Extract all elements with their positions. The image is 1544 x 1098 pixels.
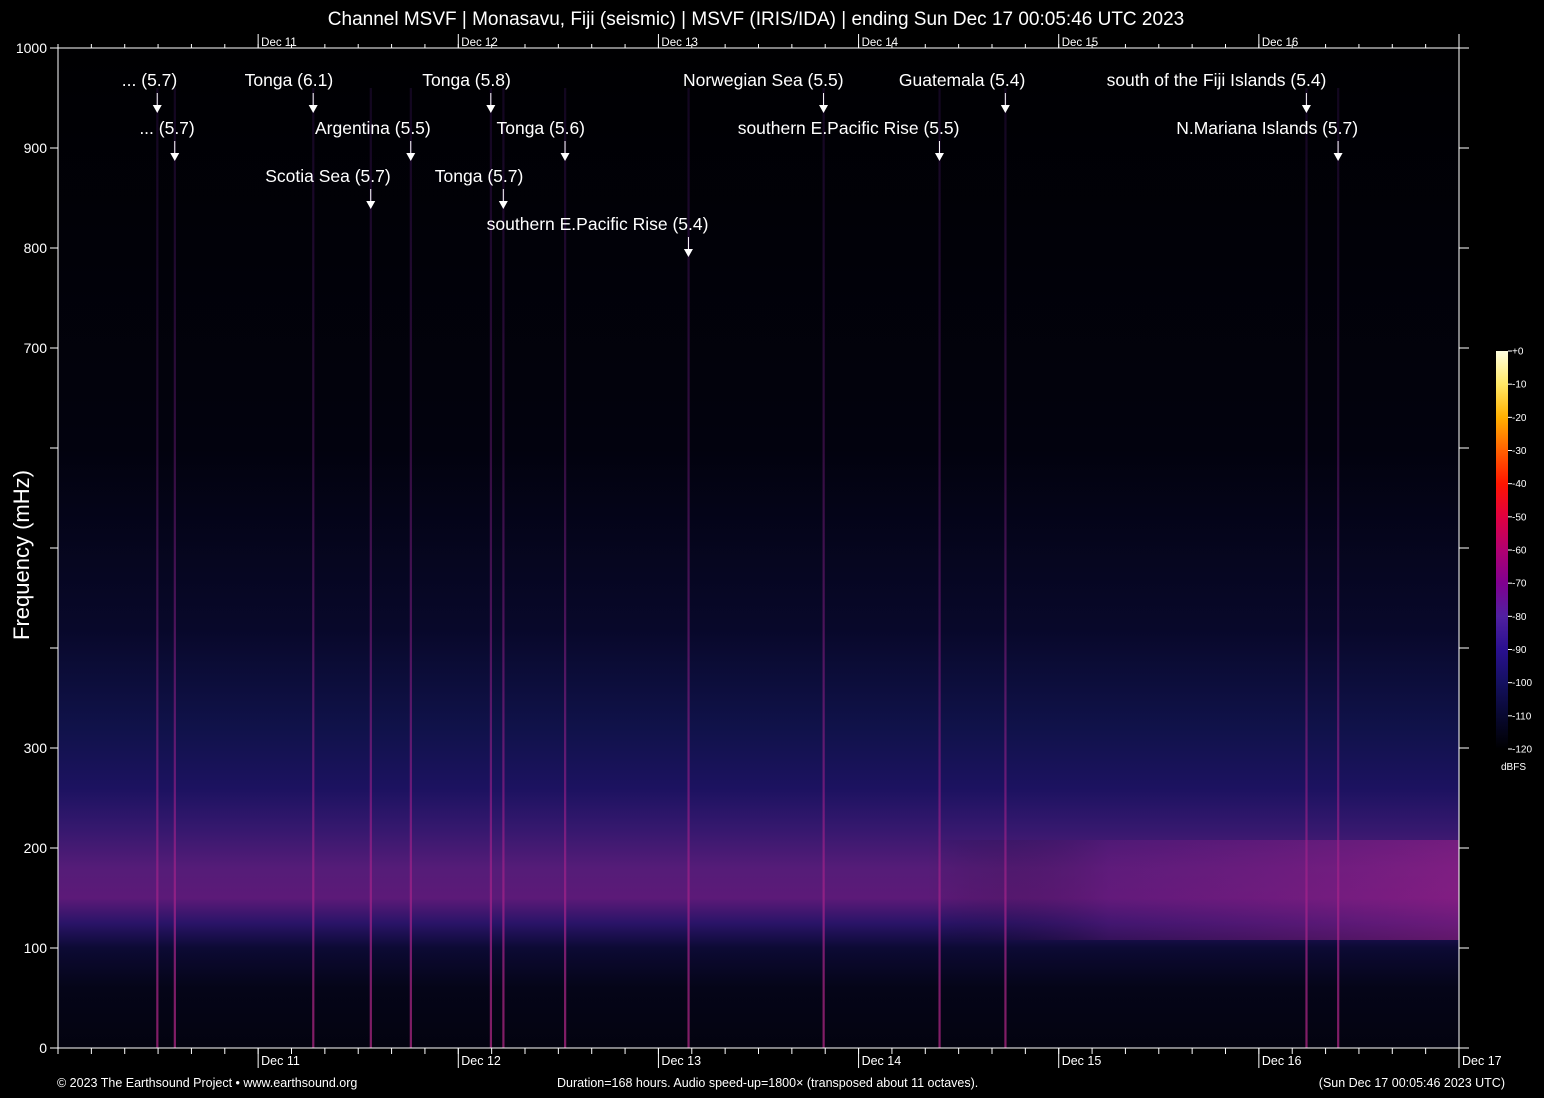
event-arrow-head [934, 153, 944, 161]
event-streak [173, 88, 176, 1048]
colorbar-tick-label: -10 [1512, 380, 1527, 391]
event-arrow-head [486, 105, 496, 113]
event-arrow-head [308, 105, 318, 113]
event-streak [1305, 88, 1308, 1048]
event-arrow-head [1000, 105, 1010, 113]
colorbar-tick-label: -40 [1512, 479, 1527, 490]
event-streak [369, 88, 372, 1048]
x-tick-label: Dec 11 [261, 1054, 300, 1068]
event-label: Argentina (5.5) [315, 118, 431, 138]
event-arrow-head [406, 153, 416, 161]
event-streak [489, 88, 493, 1048]
colorbar-tick-label: -30 [1512, 446, 1527, 457]
colorbar-tick-label: -120 [1512, 745, 1532, 756]
x-tick-label-top: Dec 16 [1262, 37, 1298, 49]
event-label: Tonga (5.6) [496, 118, 585, 138]
event-streak [822, 88, 825, 1048]
event-label: Tonga (6.1) [245, 70, 334, 90]
event-label: N.Mariana Islands (5.7) [1176, 118, 1358, 138]
event-label: ... (5.7) [139, 118, 194, 138]
duration-text: Duration=168 hours. Audio speed-up=1800×… [557, 1076, 979, 1090]
event-streak [938, 88, 941, 1048]
event-streak [312, 88, 315, 1048]
event-label: Norwegian Sea (5.5) [683, 70, 844, 90]
event-label: ... (5.7) [122, 70, 177, 90]
x-tick-label-top: Dec 13 [661, 37, 697, 49]
colorbar-tick-label: -50 [1512, 512, 1527, 523]
y-tick-label: 200 [24, 840, 48, 856]
x-tick-label: Dec 16 [1262, 1054, 1302, 1068]
y-tick-label: 900 [24, 140, 48, 156]
event-label: Guatemala (5.4) [899, 70, 1025, 90]
y-tick-label: 100 [24, 940, 48, 956]
x-tick-label: Dec 15 [1062, 1054, 1102, 1068]
event-arrow-head [683, 249, 693, 257]
x-tick-label: Dec 14 [862, 1054, 902, 1068]
x-tick-label: Dec 12 [461, 1054, 501, 1068]
event-arrow-head [152, 105, 162, 113]
event-streak [502, 88, 505, 1048]
event-label: Scotia Sea (5.7) [265, 166, 390, 186]
event-arrow-head [819, 105, 829, 113]
colorbar-tick-label: -90 [1512, 645, 1527, 656]
event-label: south of the Fiji Islands (5.4) [1107, 70, 1327, 90]
event-streak [156, 88, 159, 1048]
event-streak [564, 88, 567, 1048]
spectrogram-area [58, 48, 1459, 1048]
event-arrow-head [1301, 105, 1311, 113]
event-label: Tonga (5.7) [435, 166, 524, 186]
event-arrow-head [1333, 153, 1343, 161]
timestamp-text: (Sun Dec 17 00:05:46 2023 UTC) [1318, 1076, 1505, 1090]
y-tick-label: 800 [24, 240, 48, 256]
event-label: southern E.Pacific Rise (5.5) [738, 118, 960, 138]
colorbar-tick-label: -70 [1512, 579, 1527, 590]
colorbar-gradient [1496, 351, 1508, 749]
y-tick-label: 300 [24, 740, 48, 756]
copyright-text: © 2023 The Earthsound Project • www.eart… [57, 1076, 358, 1090]
event-arrow-head [560, 153, 570, 161]
event-streak [409, 88, 412, 1048]
event-label: Tonga (5.8) [422, 70, 511, 90]
colorbar-tick-label: -60 [1512, 546, 1527, 557]
x-tick-label: Dec 17 [1462, 1054, 1502, 1068]
x-tick-label-top: Dec 12 [461, 37, 497, 49]
event-arrow-head [170, 153, 180, 161]
colorbar-tick-label: -110 [1512, 711, 1532, 722]
x-tick-label-top: Dec 11 [261, 37, 297, 49]
colorbar-tick-label: -100 [1512, 678, 1532, 689]
colorbar-title: dBFS [1501, 762, 1527, 773]
y-tick-label: 1000 [16, 40, 47, 56]
y-tick-label: 700 [24, 340, 48, 356]
event-label: southern E.Pacific Rise (5.4) [487, 214, 709, 234]
x-tick-label-top: Dec 15 [1062, 37, 1098, 49]
event-arrow-head [498, 201, 508, 209]
event-streak [1337, 88, 1340, 1048]
event-streak [687, 88, 690, 1048]
event-streak [1004, 88, 1007, 1048]
colorbar-tick-label: +0 [1512, 347, 1524, 358]
x-tick-label-top: Dec 14 [862, 37, 899, 49]
y-tick-label: 0 [39, 1040, 47, 1056]
event-arrow-head [366, 201, 376, 209]
x-tick-label: Dec 13 [661, 1054, 701, 1068]
colorbar-tick-label: -20 [1512, 413, 1527, 424]
y-axis-label: Frequency (mHz) [9, 470, 34, 640]
colorbar-tick-label: -80 [1512, 612, 1527, 623]
chart-title: Channel MSVF | Monasavu, Fiji (seismic) … [327, 9, 1185, 30]
